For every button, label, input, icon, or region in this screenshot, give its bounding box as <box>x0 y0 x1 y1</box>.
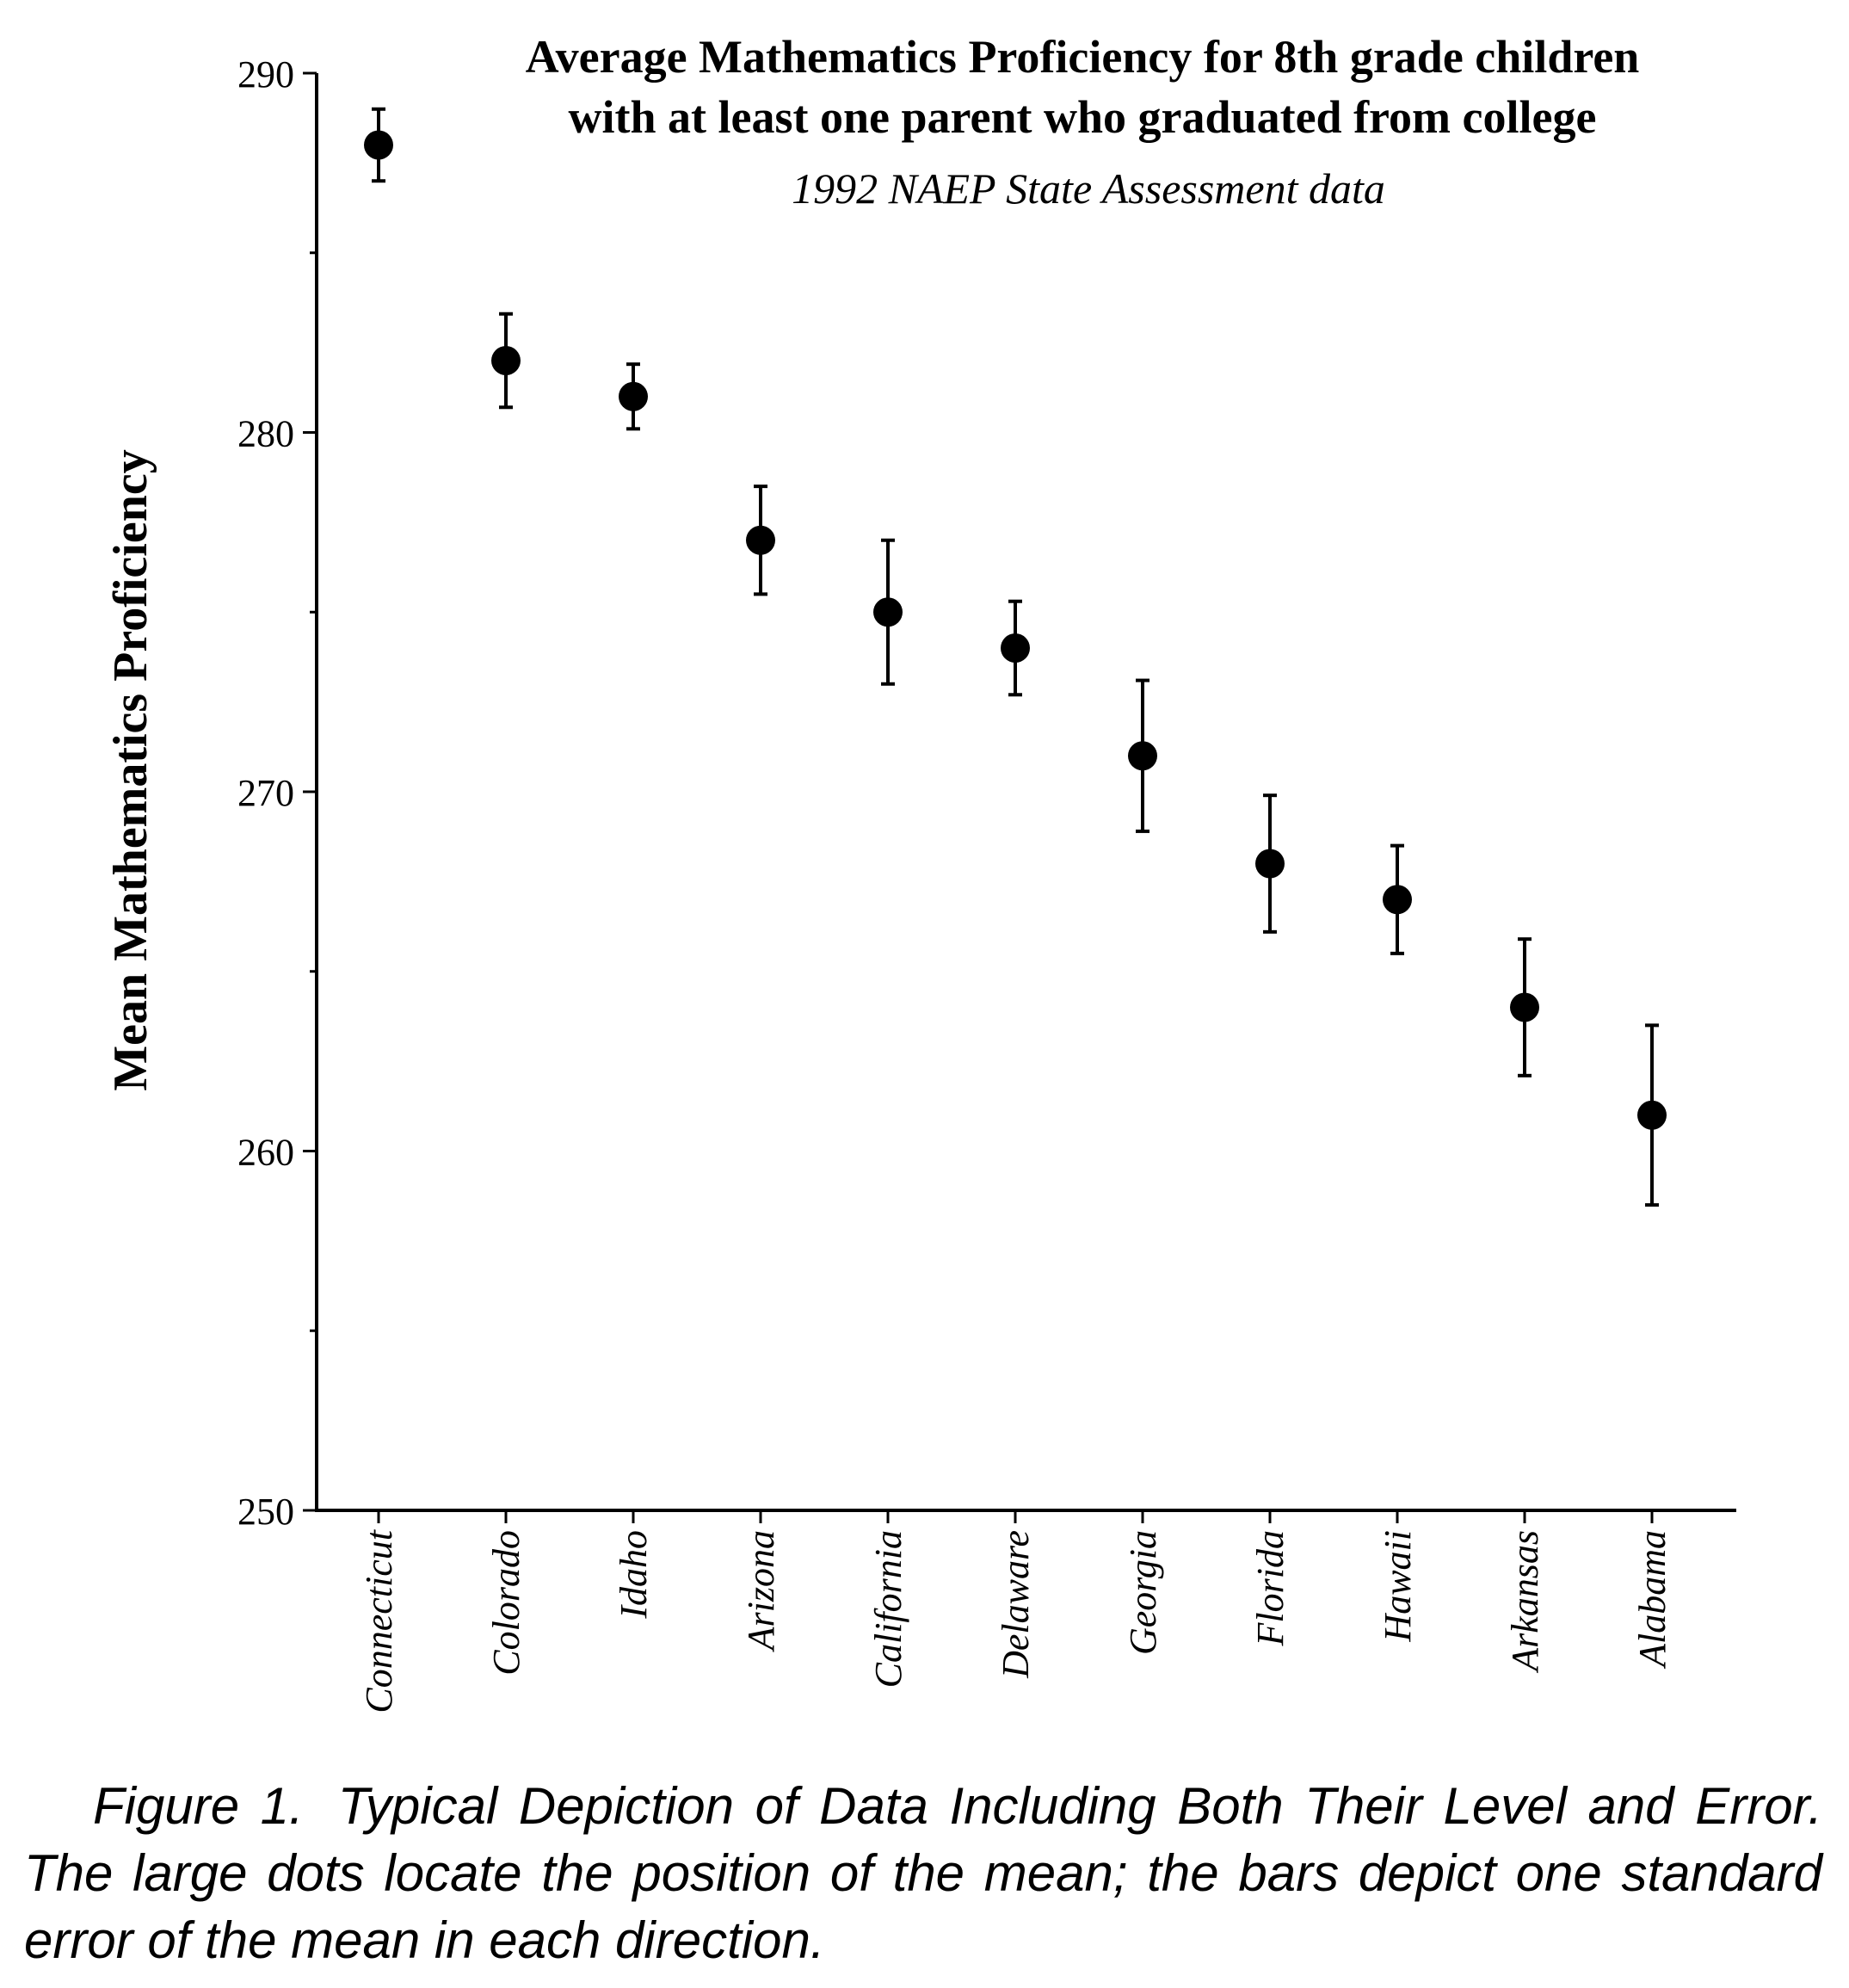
x-tick-label: Hawaii <box>1377 1530 1419 1643</box>
mean-point <box>746 525 775 555</box>
mean-point <box>1255 849 1285 879</box>
chart-title-line-2: with at least one parent who graduated f… <box>569 91 1597 143</box>
figure-caption: Figure 1. Typical Depiction of Data Inclu… <box>24 1773 1822 1974</box>
y-tick-label: 250 <box>237 1491 294 1533</box>
x-tick-label: Delaware <box>995 1530 1037 1679</box>
x-axis-ticks: Connecticut Colorado Idaho Arizona Californi… <box>358 1510 1673 1713</box>
y-tick-label: 290 <box>237 53 294 96</box>
x-tick-label: Alabama <box>1631 1530 1673 1670</box>
x-tick-label: Florida <box>1249 1530 1291 1646</box>
caption-label: Figure 1. <box>93 1777 304 1835</box>
mean-point <box>1001 633 1030 663</box>
y-axis-ticks: 250 260 270 280 290 <box>237 53 317 1533</box>
chart-title-line-1: Average Mathematics Proficiency for 8th … <box>526 31 1640 83</box>
y-axis-label: Mean Mathematics Proficiency <box>104 449 157 1090</box>
x-tick-label: Georgia <box>1122 1530 1164 1655</box>
mean-point <box>1510 992 1539 1022</box>
x-tick-label: Arizona <box>740 1530 782 1652</box>
mean-point <box>1128 741 1157 771</box>
mean-point <box>491 346 521 375</box>
mean-point <box>1637 1100 1667 1130</box>
y-tick-label: 260 <box>237 1132 294 1174</box>
x-tick-label: Idaho <box>613 1530 655 1620</box>
caption-text: Typical Depiction of Data Including Both… <box>24 1777 1822 1969</box>
x-tick-label: Connecticut <box>358 1528 400 1713</box>
y-tick-label: 280 <box>237 413 294 455</box>
data-points <box>364 130 1667 1130</box>
mean-point <box>619 381 648 411</box>
y-tick-label: 270 <box>237 772 294 814</box>
chart-title: Average Mathematics Proficiency for 8th … <box>526 31 1640 143</box>
x-tick-label: Arkansas <box>1504 1530 1546 1674</box>
mean-point <box>873 597 903 627</box>
x-tick-label: California <box>867 1530 909 1688</box>
chart-subtitle: 1992 NAEP State Assessment data <box>792 164 1385 213</box>
mean-point <box>1383 885 1412 915</box>
chart: Average Mathematics Proficiency for 8th … <box>104 31 1736 1713</box>
x-tick-label: Colorado <box>485 1530 527 1676</box>
mean-point <box>364 130 393 160</box>
